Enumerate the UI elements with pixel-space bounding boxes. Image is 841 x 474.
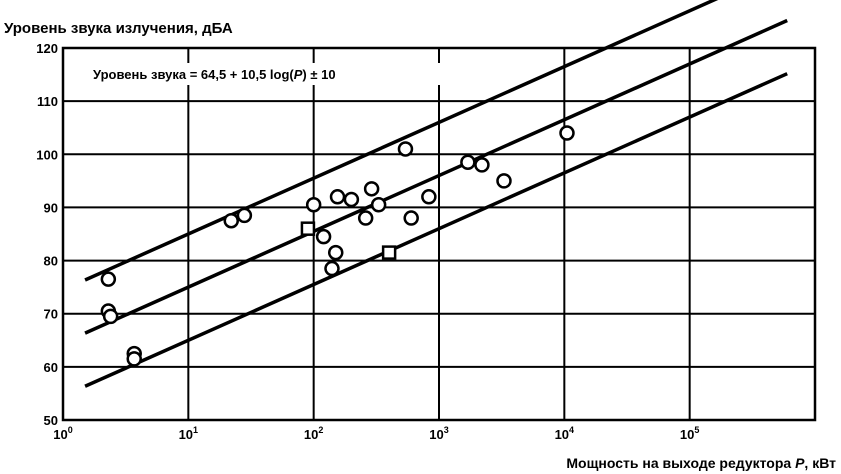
y-tick-label-5: 100: [36, 147, 58, 162]
x-axis-title-var: P: [795, 455, 805, 471]
y-tick-label-4: 90: [44, 200, 58, 215]
data-point-circle-19: [460, 154, 476, 171]
data-point-circle-16: [397, 141, 414, 157]
data-point-circle-13: [357, 210, 374, 226]
fit-line-lower: [84, 72, 788, 388]
y-tick-label-6: 110: [37, 94, 58, 109]
x-axis-title-prefix: Мощность на выходе редуктора: [566, 455, 795, 471]
data-point-circle-8: [315, 228, 332, 245]
x-axis-title: Мощность на выходе редуктора P, кВт: [566, 455, 836, 471]
y-tick-label-1: 60: [44, 360, 58, 375]
fit-line-center: [84, 18, 788, 335]
data-point-circle-20: [474, 157, 490, 173]
plot-frame: [61, 46, 817, 422]
data-point-circle-18: [421, 189, 437, 205]
y-tick-label-2: 70: [44, 307, 58, 322]
x-tick-label-2: 102: [304, 425, 323, 442]
data-point-circle-4: [126, 351, 142, 367]
data-point-square-0: [300, 221, 316, 236]
data-point-circle-2: [102, 308, 119, 325]
data-point-circle-14: [363, 181, 380, 197]
data-point-square-1: [381, 245, 397, 260]
formula-annotation: Уровень звука = 64,5 + 10,5 log(P) ± 10: [93, 67, 336, 82]
data-points: [100, 125, 575, 367]
data-point-circle-11: [329, 189, 346, 205]
fit-lines: [84, 0, 788, 388]
data-point-circle-6: [236, 207, 253, 224]
data-point-circle-9: [324, 260, 340, 277]
formula-prefix: Уровень звука = 64,5 + 10,5 log(: [93, 67, 294, 82]
data-point-circle-22: [559, 125, 575, 141]
x-tick-label-4: 104: [555, 425, 574, 442]
data-point-circle-5: [223, 212, 240, 229]
data-point-circle-15: [370, 197, 387, 213]
annotation-box: [88, 63, 446, 85]
data-point-circle-10: [327, 244, 344, 261]
x-tick-labels: 100 101 102 103 104 105: [53, 425, 699, 442]
y-tick-label-3: 80: [44, 254, 58, 269]
y-tick-labels: 50 60 70 80 90 100 110 120: [36, 41, 58, 428]
data-point-circle-0: [100, 271, 117, 287]
data-point-circle-12: [343, 191, 360, 208]
formula-var: P: [294, 67, 303, 82]
grid: [63, 48, 815, 420]
x-tick-label-0: 100: [53, 425, 72, 442]
x-tick-label-5: 105: [680, 425, 699, 442]
data-point-circle-21: [496, 173, 512, 189]
y-tick-label-0: 50: [44, 413, 58, 428]
formula-suffix: ) ± 10: [302, 67, 335, 82]
x-tick-label-1: 101: [179, 425, 198, 442]
fit-line-upper: [84, 0, 719, 282]
x-axis-title-suffix: , кВт: [804, 455, 836, 471]
y-tick-label-7: 120: [36, 41, 58, 56]
data-point-circle-17: [403, 210, 419, 226]
data-point-circle-7: [305, 197, 322, 213]
y-axis-title: Уровень звука излучения, дБА: [4, 20, 233, 37]
x-tick-label-3: 103: [429, 425, 448, 442]
